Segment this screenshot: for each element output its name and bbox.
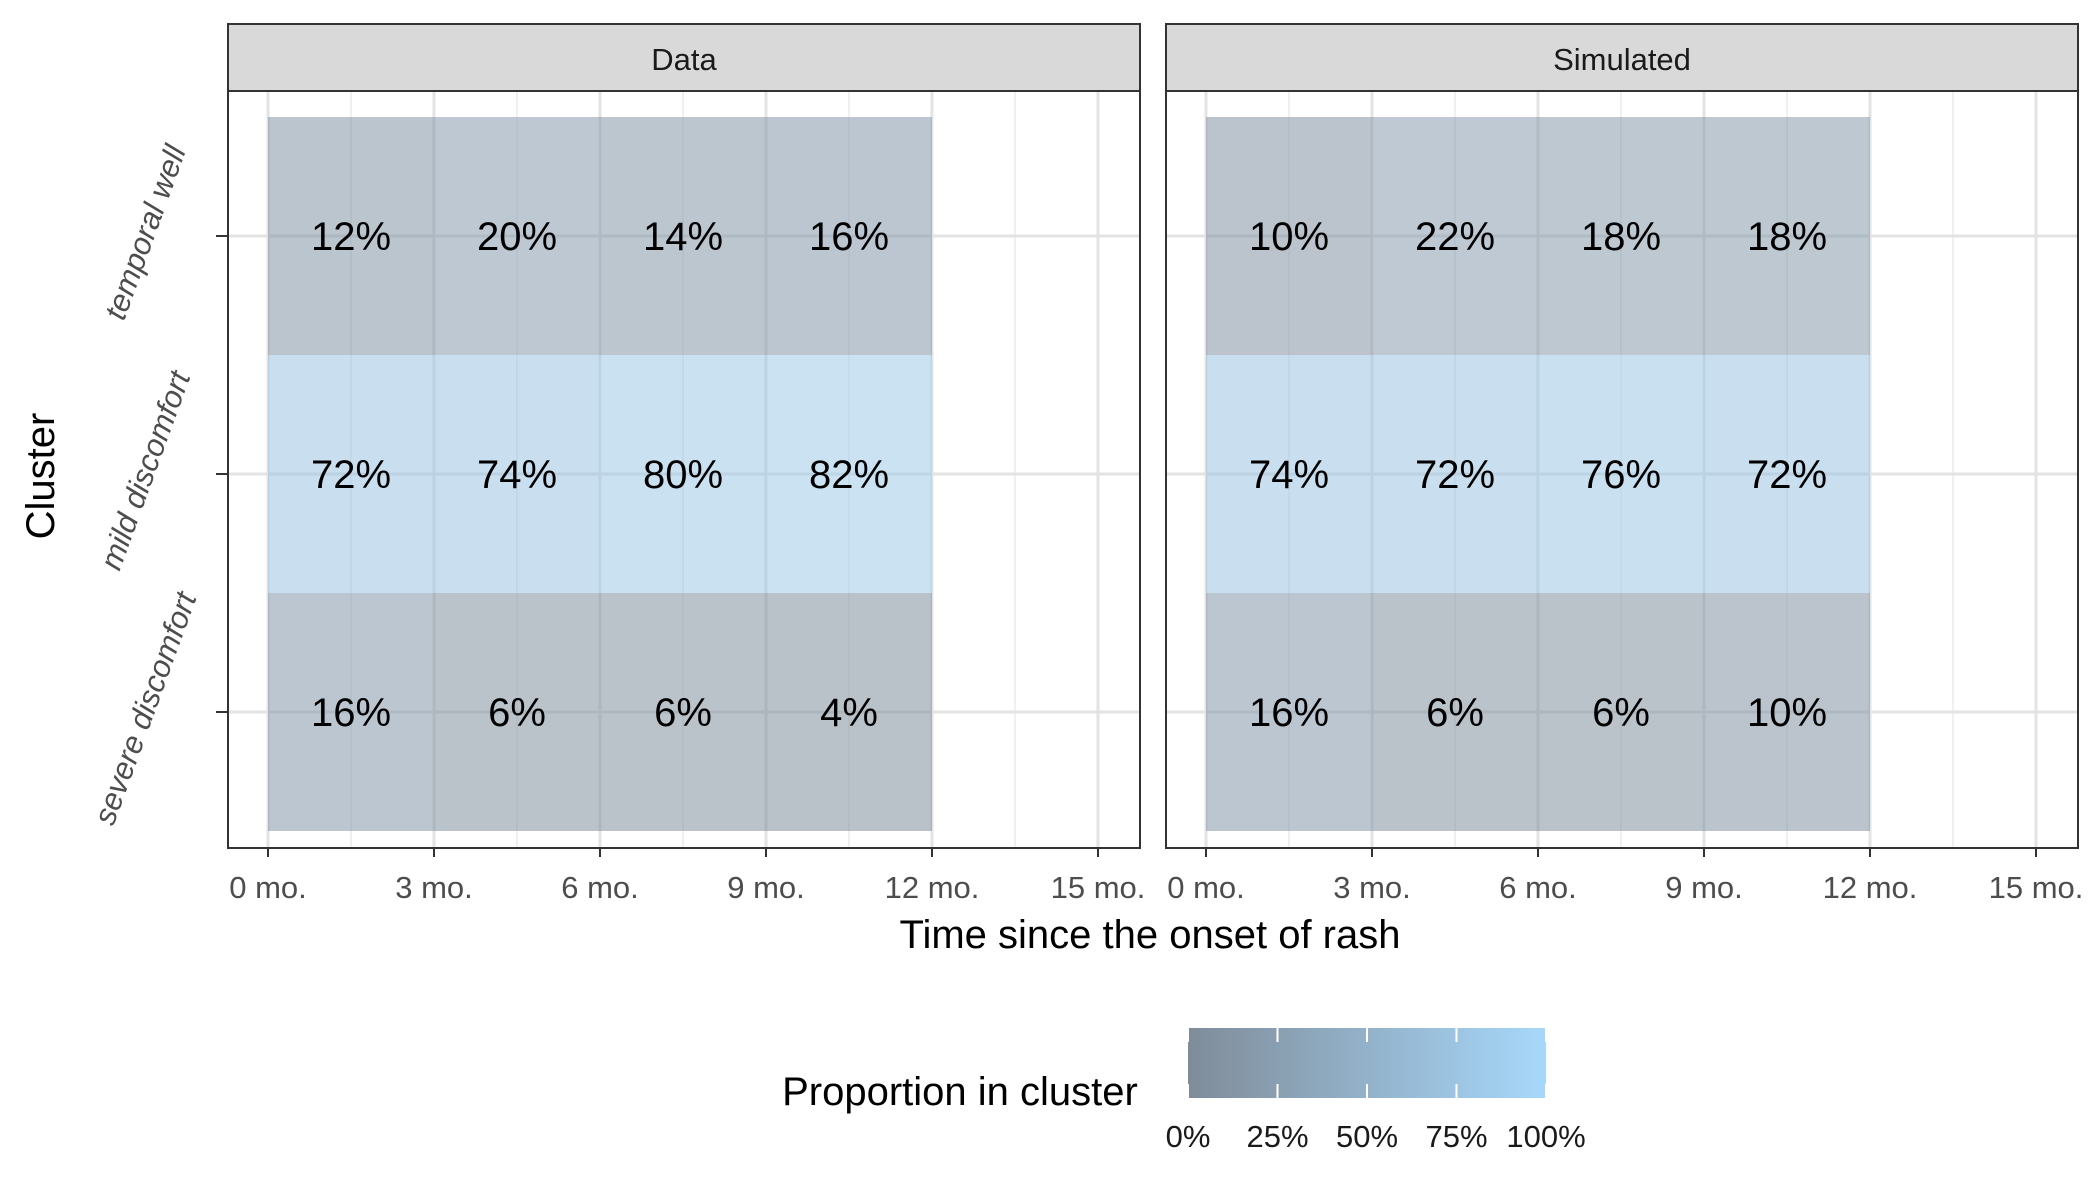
heatmap-cell	[268, 355, 434, 593]
facet-strip-data	[227, 23, 1141, 92]
x-tick-label: 0 mo.	[1167, 870, 1245, 905]
heatmap-cell	[1538, 593, 1704, 831]
heatmap-cell	[1704, 355, 1870, 593]
heatmap-cell	[268, 593, 434, 831]
legend-tick-label: 0%	[1166, 1119, 1211, 1154]
heatmap-cell	[1704, 117, 1870, 355]
heatmap-cell	[1206, 355, 1372, 593]
cell-value-label: 80%	[643, 453, 723, 497]
x-tick-label: 15 mo.	[1051, 870, 1146, 905]
cell-value-label: 74%	[1249, 453, 1329, 497]
x-tick-label: 6 mo.	[561, 870, 639, 905]
cell-value-label: 12%	[311, 215, 391, 259]
x-axis-title: Time since the onset of rash	[900, 913, 1401, 957]
cell-value-label: 72%	[311, 453, 391, 497]
legend-tick-label: 25%	[1246, 1119, 1308, 1154]
panel-data: Data 12% 20% 14% 16% 72% 74% 80% 82% 16% 6% 6% 4% 0…	[227, 23, 1146, 905]
heatmap-cell	[434, 117, 600, 355]
cell-value-label: 6%	[1592, 691, 1650, 735]
legend: Proportion in cluster 0% 25% 50% 75% 100%	[782, 1028, 1586, 1154]
x-tick-label: 3 mo.	[1333, 870, 1411, 905]
cell-value-label: 16%	[809, 215, 889, 259]
x-tick-label: 0 mo.	[229, 870, 307, 905]
heatmap-cell	[1538, 117, 1704, 355]
heatmap-cell	[434, 355, 600, 593]
heatmap-cell	[600, 593, 766, 831]
heatmap-cell	[1372, 355, 1538, 593]
legend-tick-label: 75%	[1425, 1119, 1487, 1154]
heatmap-cell	[600, 117, 766, 355]
x-tick-label: 9 mo.	[727, 870, 805, 905]
heatmap-cell	[1372, 593, 1538, 831]
x-tick-label: 15 mo.	[1989, 870, 2084, 905]
y-tick-label: severe discomfort	[87, 586, 204, 829]
heatmap-cell	[268, 117, 434, 355]
cell-value-label: 10%	[1249, 215, 1329, 259]
cell-value-label: 82%	[809, 453, 889, 497]
x-tick-label: 6 mo.	[1499, 870, 1577, 905]
panel-border-simulated	[1165, 90, 2079, 849]
y-axis-title: Cluster	[19, 413, 63, 540]
legend-tick-label: 100%	[1506, 1119, 1585, 1154]
cell-value-label: 10%	[1747, 691, 1827, 735]
panel-border-data	[227, 90, 1141, 849]
cell-value-label: 72%	[1415, 453, 1495, 497]
cell-value-label: 16%	[1249, 691, 1329, 735]
cell-value-label: 4%	[820, 691, 878, 735]
panel-simulated: Simulated 10% 22% 18% 18% 74% 72% 76% 72% 16% 6% 6…	[1165, 23, 2084, 905]
x-tick-label: 9 mo.	[1665, 870, 1743, 905]
heatmap-cell	[1206, 117, 1372, 355]
cell-value-label: 22%	[1415, 215, 1495, 259]
cell-value-label: 74%	[477, 453, 557, 497]
y-tick-label: temporal well	[97, 140, 193, 325]
heatmap-cell	[766, 117, 932, 355]
cell-value-label: 6%	[654, 691, 712, 735]
heatmap-cell	[766, 593, 932, 831]
y-axis: temporal well mild discomfort severe disco…	[87, 140, 228, 829]
facet-label-simulated: Simulated	[1553, 42, 1691, 77]
facet-strip-simulated	[1165, 23, 2079, 92]
legend-title: Proportion in cluster	[782, 1070, 1138, 1114]
heatmap-cell	[600, 355, 766, 593]
cell-value-label: 20%	[477, 215, 557, 259]
cell-value-label: 72%	[1747, 453, 1827, 497]
cell-value-label: 16%	[311, 691, 391, 735]
heatmap-cell	[1538, 355, 1704, 593]
cell-value-label: 14%	[643, 215, 723, 259]
x-tick-label: 12 mo.	[1823, 870, 1918, 905]
cell-value-label: 76%	[1581, 453, 1661, 497]
facet-label-data: Data	[651, 42, 717, 77]
heatmap-cell	[766, 355, 932, 593]
heatmap-cell	[1704, 593, 1870, 831]
cell-value-label: 6%	[1426, 691, 1484, 735]
x-tick-label: 12 mo.	[885, 870, 980, 905]
heatmap-cell	[1372, 117, 1538, 355]
y-tick-label: mild discomfort	[93, 365, 198, 574]
cell-value-label: 18%	[1581, 215, 1661, 259]
heatmap-cell	[434, 593, 600, 831]
x-tick-label: 3 mo.	[395, 870, 473, 905]
cell-value-label: 6%	[488, 691, 546, 735]
legend-tick-label: 50%	[1336, 1119, 1398, 1154]
cell-value-label: 18%	[1747, 215, 1827, 259]
heatmap-cell	[1206, 593, 1372, 831]
